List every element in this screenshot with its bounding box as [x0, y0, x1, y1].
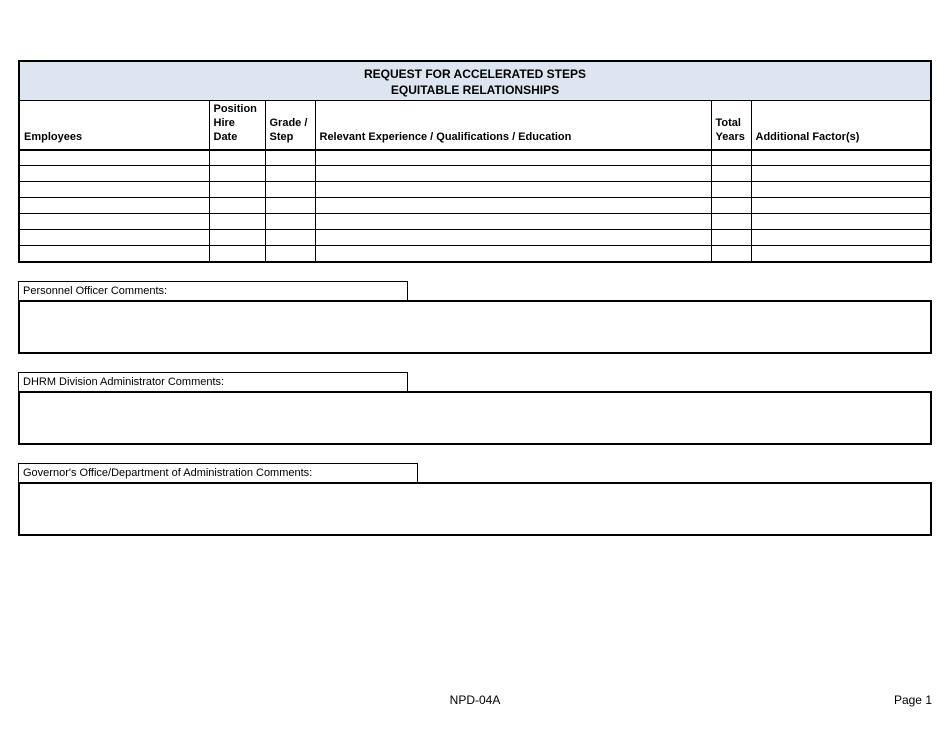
table-row: [19, 150, 931, 166]
col-header-employees: Employees: [19, 101, 209, 150]
table-cell[interactable]: [751, 182, 931, 198]
table-cell[interactable]: [209, 166, 265, 182]
table-row: [19, 198, 931, 214]
table-cell[interactable]: [19, 214, 209, 230]
col-header-years: Total Years: [711, 101, 751, 150]
table-row: [19, 230, 931, 246]
table-cell[interactable]: [711, 150, 751, 166]
main-table: REQUEST FOR ACCELERATED STEPS EQUITABLE …: [18, 60, 932, 263]
table-row: [19, 246, 931, 262]
table-cell[interactable]: [265, 246, 315, 262]
table-cell[interactable]: [751, 246, 931, 262]
table-row: [19, 214, 931, 230]
table-cell[interactable]: [265, 150, 315, 166]
table-cell[interactable]: [751, 166, 931, 182]
table-cell[interactable]: [751, 150, 931, 166]
comment-label: Governor's Office/Department of Administ…: [18, 463, 418, 482]
col-header-experience: Relevant Experience / Qualifications / E…: [315, 101, 711, 150]
table-cell[interactable]: [265, 166, 315, 182]
table-row: [19, 166, 931, 182]
comment-block: Personnel Officer Comments:: [18, 281, 932, 354]
col-header-grade: Grade / Step: [265, 101, 315, 150]
table-cell[interactable]: [19, 150, 209, 166]
table-cell[interactable]: [209, 182, 265, 198]
footer-page: Page 1: [894, 693, 932, 707]
table-cell[interactable]: [19, 246, 209, 262]
table-cell[interactable]: [315, 150, 711, 166]
title-line-1: REQUEST FOR ACCELERATED STEPS: [20, 66, 930, 82]
table-cell[interactable]: [209, 230, 265, 246]
col-header-hire: Position Hire Date: [209, 101, 265, 150]
table-cell[interactable]: [711, 198, 751, 214]
table-cell[interactable]: [19, 182, 209, 198]
table-cell[interactable]: [751, 230, 931, 246]
table-cell[interactable]: [209, 198, 265, 214]
form-title: REQUEST FOR ACCELERATED STEPS EQUITABLE …: [19, 61, 931, 101]
table-cell[interactable]: [751, 214, 931, 230]
footer: NPD-04A Page 1: [0, 693, 950, 707]
table-cell[interactable]: [711, 182, 751, 198]
title-line-2: EQUITABLE RELATIONSHIPS: [20, 82, 930, 98]
table-cell[interactable]: [711, 166, 751, 182]
table-cell[interactable]: [265, 230, 315, 246]
table-cell[interactable]: [19, 230, 209, 246]
table-cell[interactable]: [209, 150, 265, 166]
comment-label: DHRM Division Administrator Comments:: [18, 372, 408, 391]
table-cell[interactable]: [315, 166, 711, 182]
table-cell[interactable]: [19, 198, 209, 214]
table-cell[interactable]: [711, 214, 751, 230]
table-cell[interactable]: [315, 214, 711, 230]
table-cell[interactable]: [315, 246, 711, 262]
table-cell[interactable]: [19, 166, 209, 182]
table-cell[interactable]: [265, 182, 315, 198]
table-cell[interactable]: [711, 246, 751, 262]
table-cell[interactable]: [315, 230, 711, 246]
table-cell[interactable]: [265, 214, 315, 230]
comment-block: Governor's Office/Department of Administ…: [18, 463, 932, 536]
table-cell[interactable]: [209, 214, 265, 230]
table-cell[interactable]: [315, 198, 711, 214]
footer-form-id: NPD-04A: [450, 693, 501, 707]
comment-label: Personnel Officer Comments:: [18, 281, 408, 300]
table-cell[interactable]: [751, 198, 931, 214]
comment-body[interactable]: [18, 300, 932, 354]
table-cell[interactable]: [209, 246, 265, 262]
comment-body[interactable]: [18, 391, 932, 445]
table-row: [19, 182, 931, 198]
col-header-additional: Additional Factor(s): [751, 101, 931, 150]
table-cell[interactable]: [711, 230, 751, 246]
comment-body[interactable]: [18, 482, 932, 536]
table-cell[interactable]: [315, 182, 711, 198]
table-cell[interactable]: [265, 198, 315, 214]
comment-block: DHRM Division Administrator Comments:: [18, 372, 932, 445]
